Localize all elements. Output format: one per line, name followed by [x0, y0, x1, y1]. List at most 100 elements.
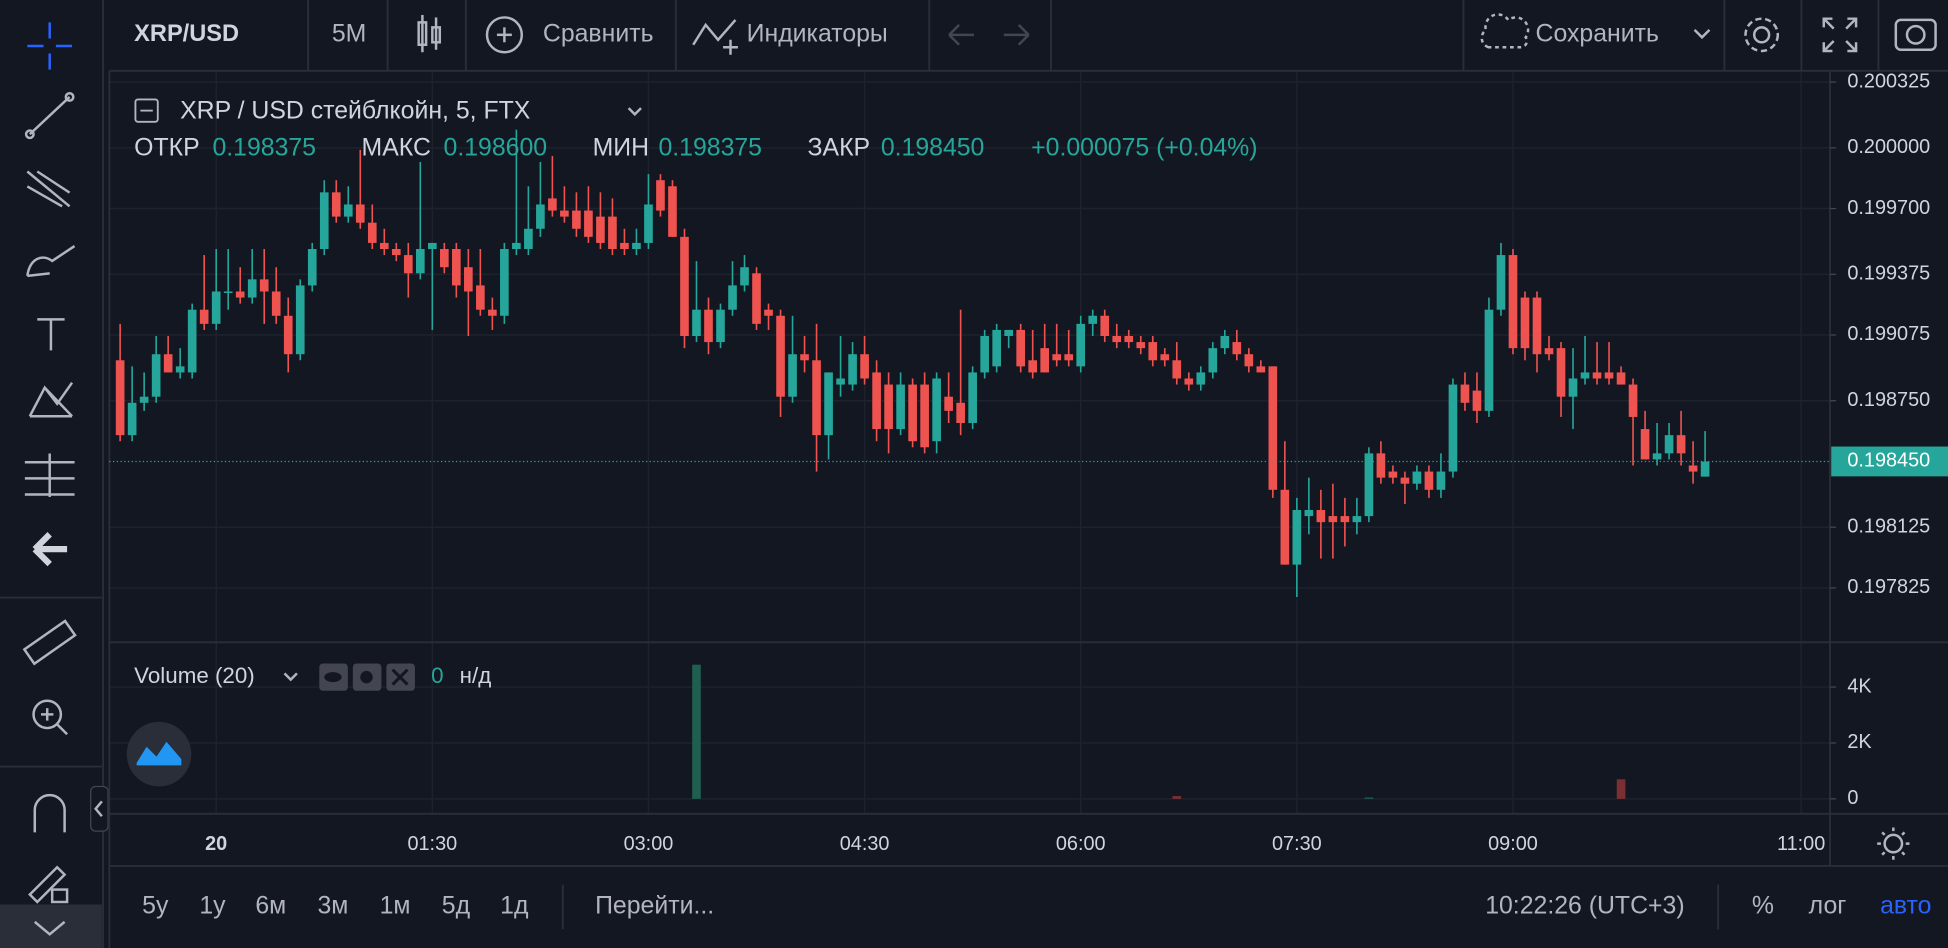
clock[interactable]: 10:22:26 (UTC+3)	[1485, 893, 1684, 920]
candle-body	[512, 242, 521, 249]
candle-body	[872, 372, 881, 430]
range-button[interactable]: 5д	[442, 893, 471, 920]
undo-button[interactable]	[948, 24, 974, 46]
candle-body	[175, 366, 185, 373]
brush-tool[interactable]	[26, 244, 76, 278]
range-button[interactable]: 3м	[318, 893, 349, 920]
candle-body	[1112, 336, 1122, 343]
goto-date[interactable]: Перейти...	[595, 893, 714, 920]
icons-back[interactable]	[32, 532, 68, 567]
symbol[interactable]: XRP/USD	[134, 21, 239, 47]
compare-button[interactable]: Сравнить	[543, 20, 654, 47]
indicators-icon[interactable]	[692, 19, 738, 55]
fullscreen-button[interactable]	[1822, 17, 1858, 53]
candle-body	[800, 354, 809, 361]
candle-body	[1076, 323, 1086, 367]
open-value: 0.198375	[212, 135, 316, 162]
candle-body	[584, 210, 593, 237]
volume-menu-arrow[interactable]	[283, 672, 298, 682]
candle-body	[884, 384, 893, 430]
candle-body	[247, 279, 257, 298]
candle-body	[524, 228, 533, 249]
percent-scale[interactable]: %	[1752, 893, 1774, 920]
candle-body	[596, 216, 605, 243]
candle-body	[944, 396, 953, 411]
candle-body	[644, 204, 653, 243]
save-menu-arrow[interactable]	[1693, 28, 1711, 40]
range-button[interactable]: 5y	[142, 893, 169, 920]
candle-body	[319, 192, 329, 249]
indicators-button[interactable]: Индикаторы	[747, 20, 888, 47]
text-tool[interactable]	[37, 318, 65, 351]
collapse-legend[interactable]	[134, 98, 159, 123]
crosshair-tool[interactable]	[27, 22, 73, 70]
high-label: МАКС	[362, 135, 431, 162]
candle-body	[1292, 510, 1302, 565]
candle-body	[1088, 315, 1098, 324]
pattern-tool[interactable]	[28, 381, 74, 418]
save-button[interactable]: Сохранить	[1536, 20, 1659, 47]
candle-body	[1460, 384, 1470, 403]
prediction-tool[interactable]	[24, 453, 75, 497]
candle-body	[391, 248, 401, 256]
compare-icon[interactable]	[485, 16, 524, 54]
magnet-tool[interactable]	[33, 793, 66, 833]
auto-scale[interactable]: авто	[1880, 893, 1931, 920]
y-tick-label: 0.199375	[1847, 263, 1930, 285]
collapse-arrow	[94, 800, 103, 818]
candle-body	[1268, 366, 1278, 490]
trend-line-tool[interactable]	[24, 91, 75, 140]
candle-body	[1352, 516, 1362, 523]
candle-body	[1676, 435, 1686, 454]
range-button[interactable]: 1д	[500, 893, 529, 920]
save-icon[interactable]	[1480, 13, 1530, 49]
log-scale[interactable]: лог	[1809, 893, 1847, 920]
candle-body	[704, 309, 713, 343]
redo-button[interactable]	[1003, 24, 1030, 46]
axis-settings[interactable]	[1877, 827, 1910, 860]
candle-body	[379, 242, 389, 249]
y-tick-label: 0.199700	[1847, 197, 1930, 219]
candle-body	[211, 291, 221, 324]
candle-body	[440, 248, 449, 268]
snapshot-button[interactable]	[1894, 18, 1937, 51]
range-button[interactable]: 1м	[380, 893, 411, 920]
candle-body	[464, 267, 473, 292]
candle-body	[488, 309, 497, 316]
volume-name[interactable]: Volume (20)	[134, 663, 255, 688]
candle-body	[1316, 510, 1326, 523]
legend-title[interactable]: XRP / USD стейблкойн, 5, FTX	[180, 97, 531, 124]
candle-body	[1220, 336, 1230, 349]
volume-value: 0	[431, 663, 443, 688]
candle-body	[1124, 336, 1134, 343]
expand-arrow[interactable]	[33, 920, 66, 936]
expand-button-bg[interactable]	[0, 904, 102, 948]
collapse-toggle[interactable]	[90, 785, 109, 832]
zoom-tool[interactable]	[32, 699, 68, 736]
candle-body	[415, 248, 425, 274]
candle-body	[1016, 329, 1026, 367]
candle-body	[1160, 354, 1170, 361]
last-price-box	[1831, 446, 1948, 477]
y-tick-label: 0.199075	[1847, 323, 1930, 345]
x-tick-label: 20	[205, 833, 227, 855]
fib-tool[interactable]	[26, 170, 71, 208]
low-value: 0.198375	[658, 135, 762, 162]
ruler-tool[interactable]	[22, 619, 77, 666]
range-button[interactable]: 6м	[255, 893, 286, 920]
candle-body	[968, 372, 977, 424]
chart-style-button[interactable]	[417, 14, 442, 53]
candle-body	[1256, 366, 1266, 373]
lock-drawing-tool[interactable]	[28, 865, 69, 904]
legend-menu-arrow[interactable]	[627, 107, 642, 117]
legend: XRP / USD стейблкойн, 5, FTX ОТКР 0.1983…	[134, 97, 1257, 161]
candle-body	[836, 378, 845, 385]
range-button[interactable]: 1y	[199, 893, 226, 920]
bottom-bar: Перейти... 10:22:26 (UTC+3) % лог авто 2…	[142, 833, 1931, 930]
candle-body	[1436, 471, 1446, 490]
candle-body	[1424, 471, 1434, 490]
logo-mark	[136, 741, 182, 766]
settings-button[interactable]	[1744, 17, 1780, 53]
interval[interactable]: 5M	[332, 20, 367, 47]
volume-bar	[1172, 796, 1182, 799]
